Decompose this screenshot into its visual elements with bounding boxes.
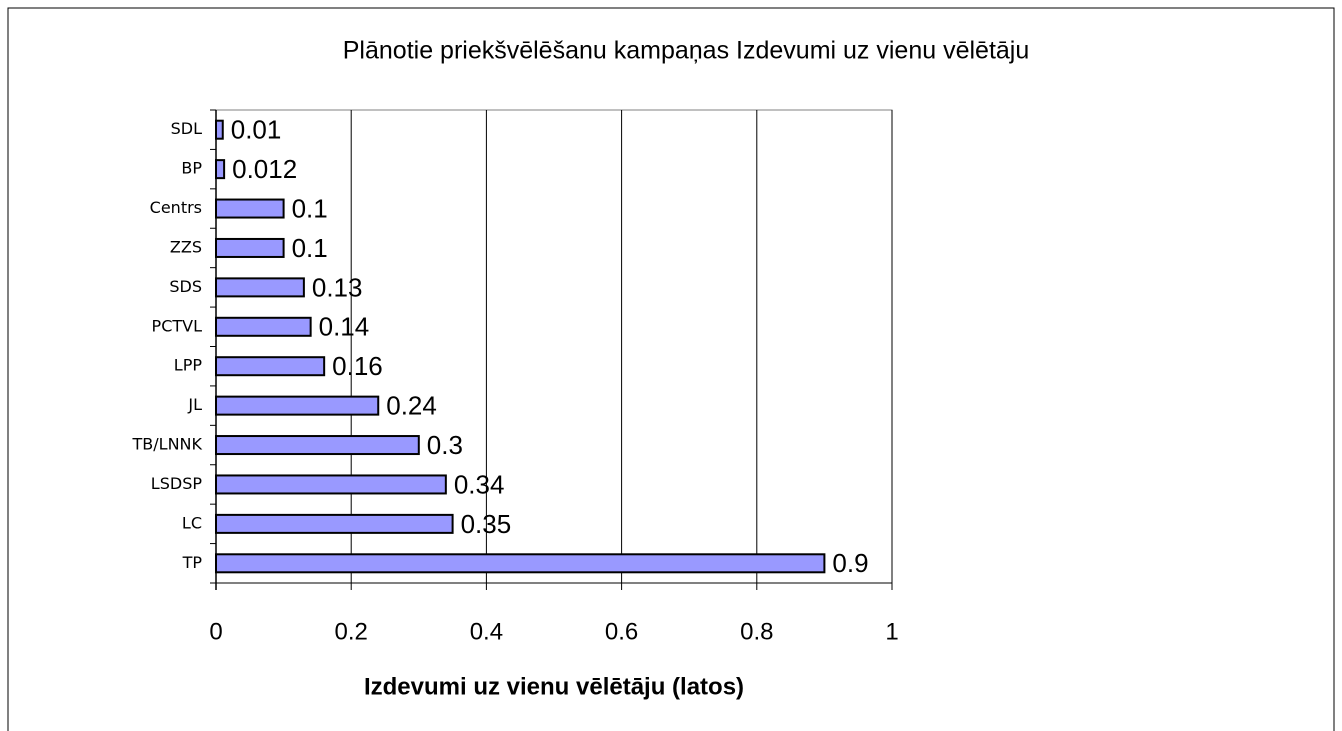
data-label: 0.16	[332, 351, 383, 381]
bar	[215, 435, 420, 456]
data-label: 0.13	[312, 272, 363, 302]
y-tick-label: LC	[182, 513, 202, 532]
x-tick-label: 0.8	[740, 618, 773, 645]
data-label: 0.34	[454, 469, 505, 499]
y-tick-label: Centrs	[150, 198, 202, 217]
data-label: 0.01	[231, 115, 282, 145]
y-tick-label: LSDSP	[151, 474, 203, 493]
bar	[215, 474, 447, 495]
data-label: 0.24	[386, 391, 437, 421]
y-tick-label: JL	[187, 395, 202, 414]
x-tick-label: 0.6	[605, 618, 638, 645]
bar	[215, 316, 312, 337]
y-tick-label: PCTVL	[152, 316, 203, 335]
bar	[215, 198, 285, 219]
y-tick-label: TB/LNNK	[132, 435, 203, 454]
plot-area	[215, 109, 893, 584]
y-tick-label: SDS	[169, 277, 202, 296]
data-label: 0.9	[832, 548, 868, 578]
frame	[7, 7, 1335, 731]
x-tick-label: 1	[885, 618, 898, 645]
y-tick-label: TP	[182, 553, 203, 572]
bar	[215, 159, 226, 180]
bar	[215, 237, 285, 258]
chart-title: Plānotie priekšvēlēšanu kampaņas Izdevum…	[343, 37, 1030, 65]
data-label: 0.3	[427, 430, 463, 460]
data-label: 0.012	[232, 154, 297, 184]
y-tick-label: SDL	[171, 119, 202, 138]
x-axis-label: Izdevumi uz vienu vēlētāju (latos)	[364, 673, 744, 700]
bar	[215, 553, 826, 574]
y-tick-label: LPP	[174, 356, 203, 375]
data-label: 0.1	[292, 233, 328, 263]
data-label: 0.14	[319, 312, 370, 342]
bar	[215, 513, 454, 534]
bar	[215, 277, 305, 298]
x-tick-label: 0.4	[470, 618, 503, 645]
bar	[215, 119, 224, 140]
x-tick-label: 0	[209, 618, 222, 645]
data-label: 0.35	[461, 509, 512, 539]
x-tick-label: 0.2	[335, 618, 368, 645]
y-tick-label: BP	[181, 159, 202, 178]
y-tick-label: ZZS	[170, 237, 202, 256]
bar	[215, 395, 380, 416]
bar	[215, 356, 326, 377]
data-label: 0.1	[292, 193, 328, 223]
